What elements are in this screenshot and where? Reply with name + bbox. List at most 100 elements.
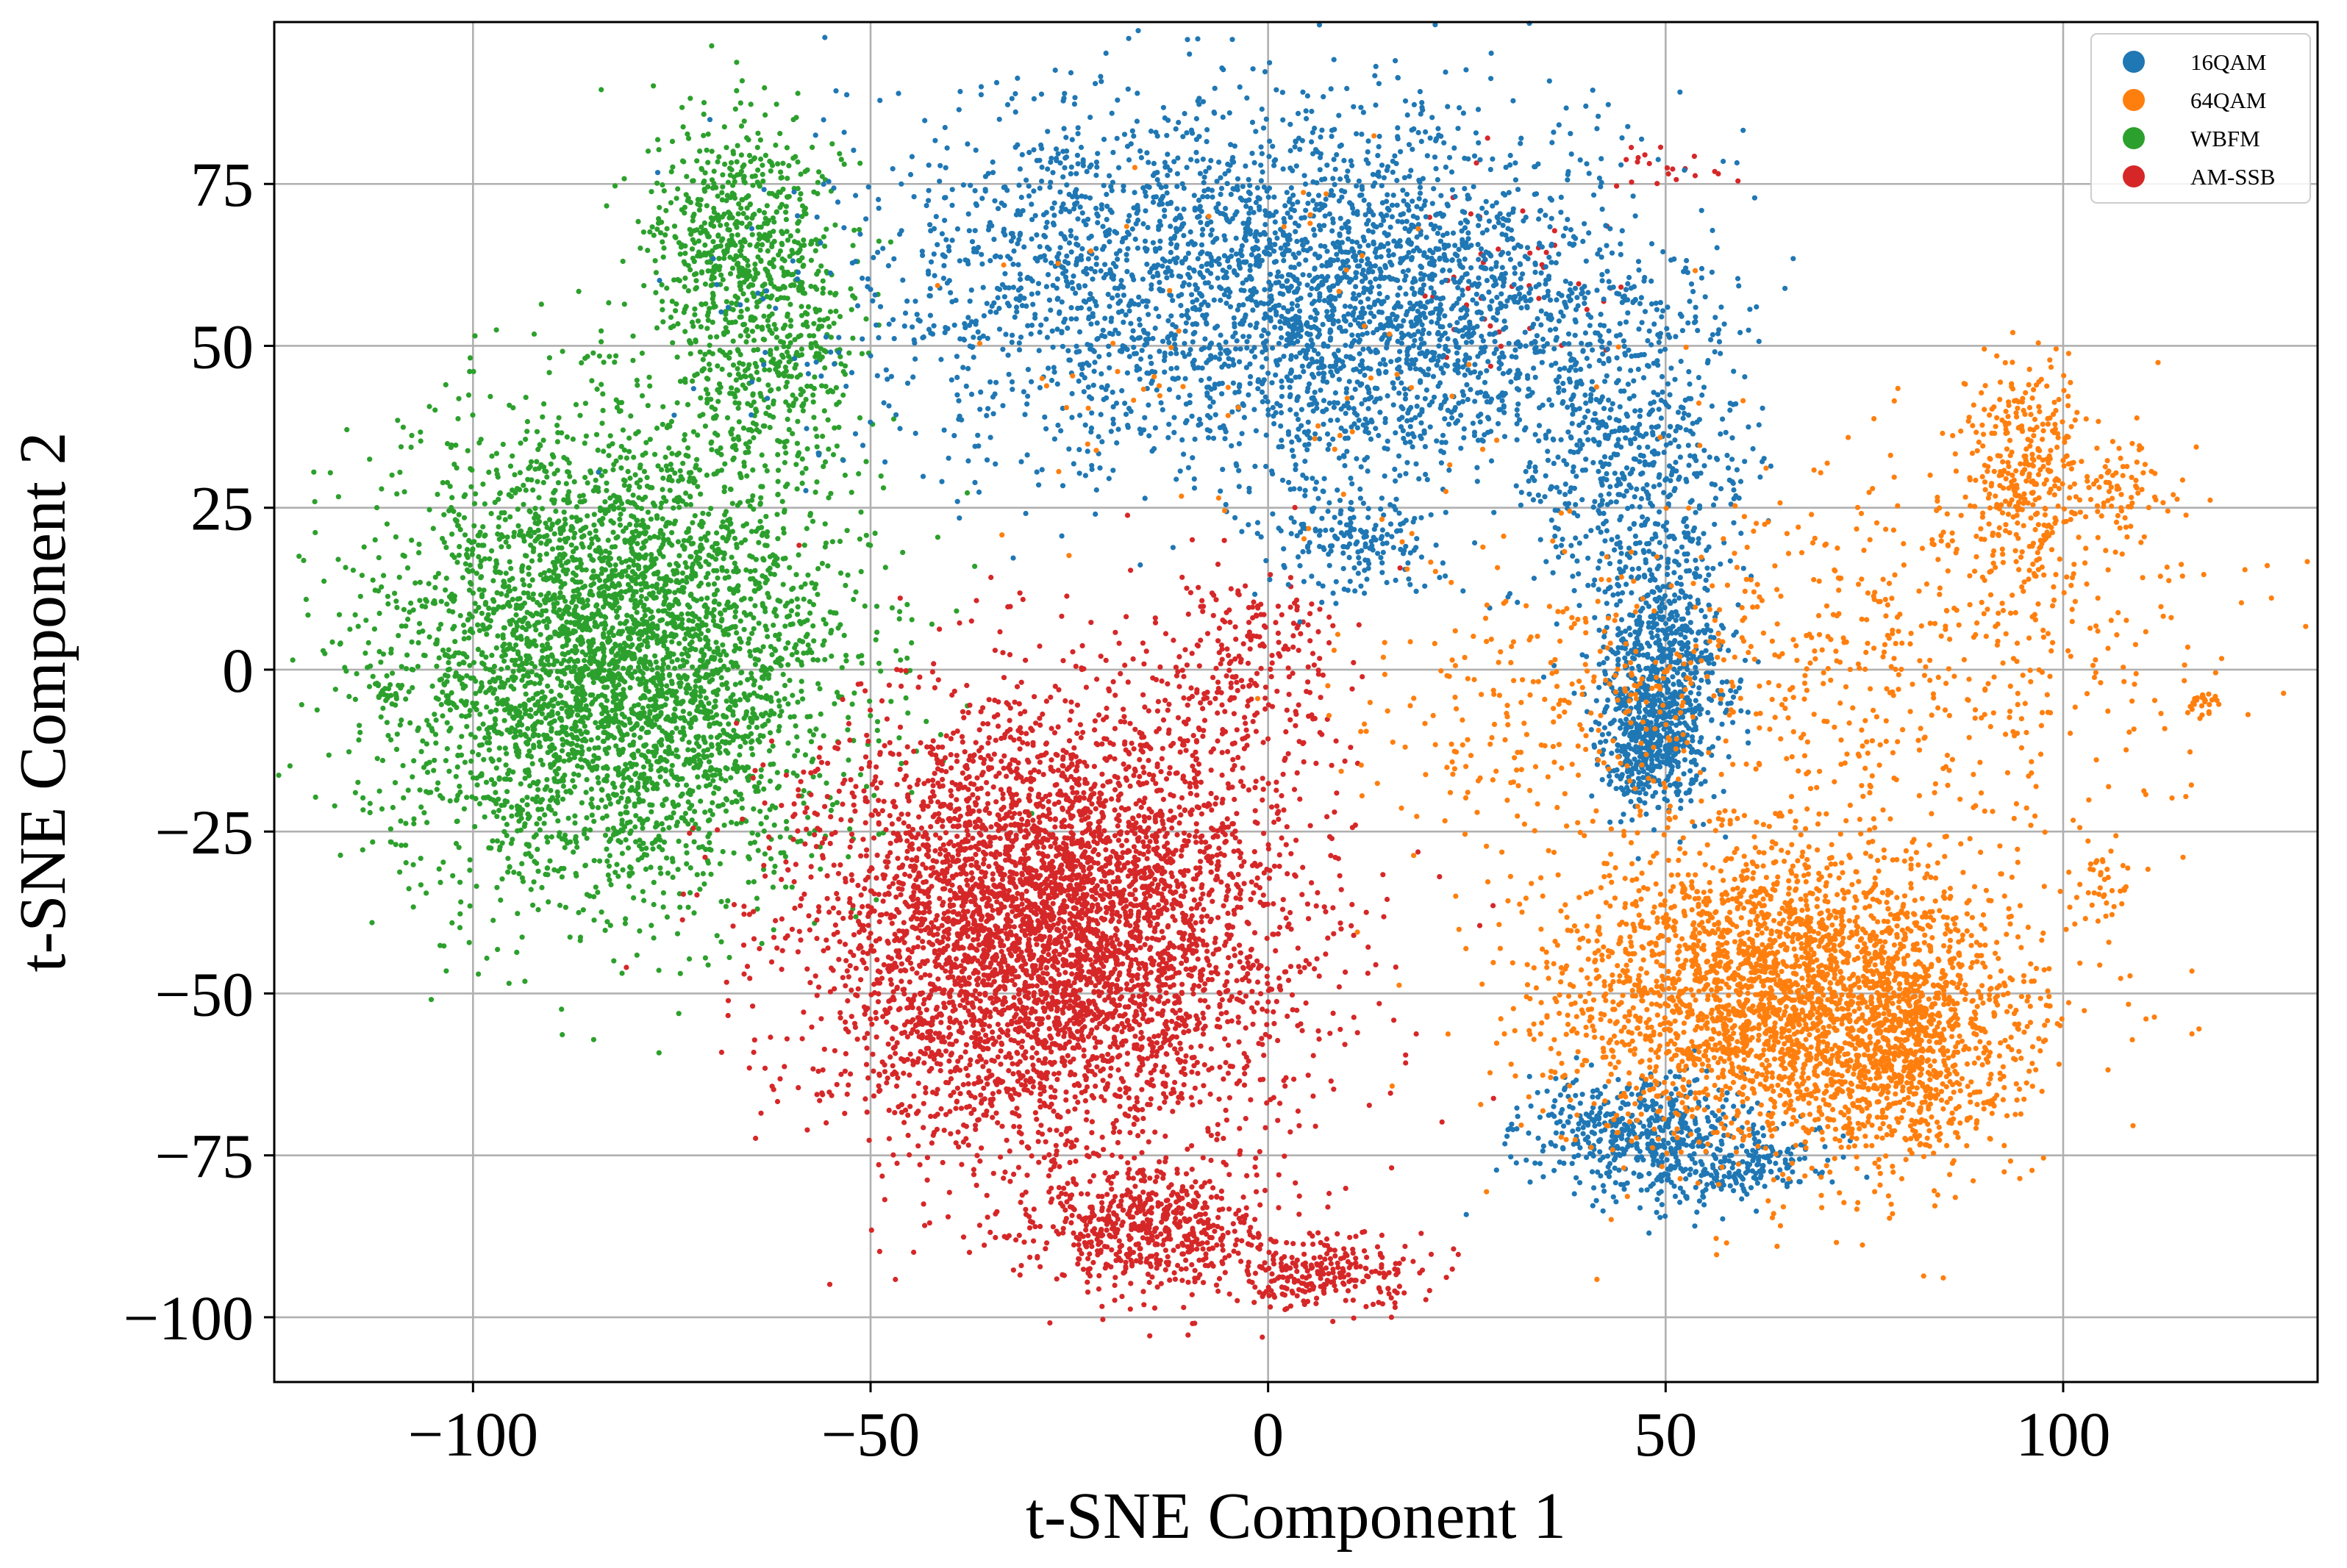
data-point	[710, 671, 716, 677]
data-point	[662, 756, 668, 762]
data-point	[533, 710, 539, 717]
data-point	[671, 223, 678, 229]
data-point	[447, 798, 453, 804]
data-point	[639, 350, 646, 357]
data-point	[475, 646, 482, 653]
data-point	[585, 513, 590, 519]
data-point	[711, 581, 718, 587]
data-point	[446, 768, 452, 774]
data-point	[846, 853, 851, 860]
data-point	[859, 653, 865, 659]
data-point	[751, 626, 757, 631]
data-point	[589, 812, 595, 818]
data-point	[451, 509, 457, 515]
data-point	[706, 759, 712, 765]
data-point	[734, 821, 740, 827]
data-point	[639, 630, 645, 636]
data-point	[635, 780, 641, 786]
data-point	[607, 801, 613, 807]
data-point	[789, 652, 795, 658]
data-point	[708, 871, 714, 877]
data-point	[732, 535, 738, 542]
data-point	[726, 355, 732, 361]
data-point	[801, 596, 807, 602]
data-point	[532, 538, 538, 544]
data-point	[593, 603, 599, 609]
data-point	[863, 459, 869, 465]
data-point	[604, 585, 610, 591]
data-point	[545, 683, 551, 689]
data-point	[630, 500, 636, 506]
data-point	[525, 590, 531, 596]
data-point	[587, 827, 593, 833]
data-point	[719, 366, 725, 372]
data-point	[582, 657, 587, 664]
data-point	[606, 713, 612, 720]
data-point	[526, 713, 533, 719]
data-point	[466, 939, 472, 945]
data-point	[699, 166, 705, 172]
data-point	[745, 498, 751, 504]
data-point	[638, 587, 644, 593]
data-point	[562, 730, 569, 736]
data-point	[724, 193, 730, 198]
data-point	[614, 702, 620, 708]
data-point	[432, 574, 438, 580]
data-point	[571, 849, 576, 855]
data-point	[710, 715, 716, 720]
data-point	[620, 867, 626, 873]
data-point	[666, 445, 672, 451]
data-point	[449, 596, 454, 602]
data-point	[727, 521, 733, 527]
data-point	[504, 665, 511, 670]
data-point	[749, 631, 755, 637]
data-point	[444, 720, 450, 726]
data-point	[711, 606, 717, 612]
data-point	[541, 464, 547, 470]
data-point	[815, 179, 821, 185]
data-point	[467, 662, 473, 668]
data-point	[501, 828, 507, 834]
data-point	[904, 601, 910, 608]
data-point	[671, 617, 676, 623]
data-point	[878, 668, 884, 674]
data-point	[480, 721, 486, 727]
data-point	[462, 759, 468, 765]
data-point	[643, 845, 649, 851]
data-point	[701, 881, 707, 887]
data-point	[715, 786, 721, 792]
data-point	[745, 401, 751, 407]
data-point	[513, 642, 519, 648]
data-point	[620, 677, 626, 683]
data-point	[581, 831, 587, 837]
data-point	[558, 679, 564, 684]
data-point	[542, 812, 548, 818]
data-point	[681, 309, 687, 315]
data-point	[795, 221, 801, 226]
data-point	[771, 822, 777, 828]
data-point	[805, 642, 811, 648]
data-point	[499, 698, 505, 704]
data-point	[657, 530, 663, 536]
data-point	[834, 800, 840, 806]
data-point	[290, 657, 296, 663]
data-point	[384, 521, 390, 527]
data-point	[583, 567, 589, 573]
data-point	[576, 772, 582, 778]
data-point	[376, 788, 382, 794]
data-point	[623, 803, 629, 809]
data-point	[621, 649, 627, 655]
data-point	[356, 737, 362, 743]
data-point	[359, 573, 365, 579]
data-point	[668, 200, 674, 206]
data-point	[774, 296, 780, 303]
data-point	[707, 334, 713, 340]
data-point	[552, 563, 558, 569]
data-point	[669, 659, 675, 665]
data-point	[677, 379, 684, 384]
data-point	[588, 786, 595, 792]
data-point	[410, 684, 415, 691]
data-point	[782, 440, 787, 445]
data-point	[850, 243, 856, 248]
data-point	[586, 707, 592, 714]
